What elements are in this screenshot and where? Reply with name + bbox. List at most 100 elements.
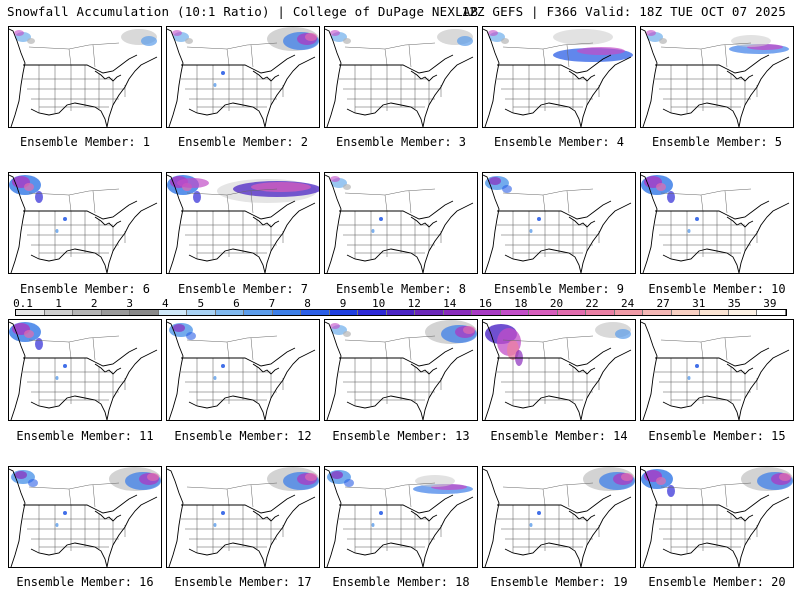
scale-tick-label: 18 — [514, 297, 528, 310]
map-panel-member-15 — [640, 319, 794, 421]
map-panel-member-19 — [482, 466, 636, 568]
map-panel-member-8 — [324, 172, 478, 274]
title-text: Snowfall Accumulation (10:1 Ratio) | Col… — [7, 4, 479, 19]
member-label-5: Ensemble Member: 5 — [651, 135, 783, 149]
scale-tick-label: 39 — [763, 297, 777, 310]
member-label-9: Ensemble Member: 9 — [493, 282, 625, 296]
map-panel-member-16 — [8, 466, 162, 568]
map-panel-member-6 — [8, 172, 162, 274]
scale-tick-label: 31 — [692, 297, 706, 310]
us-map — [167, 27, 319, 127]
us-map — [483, 174, 632, 273]
scale-tick-label: 16 — [478, 297, 492, 310]
scale-swatch — [244, 310, 273, 315]
scale-tick-label: 14 — [443, 297, 457, 310]
member-label-10: Ensemble Member: 10 — [648, 282, 786, 296]
scale-swatch — [158, 310, 188, 315]
scale-swatch — [700, 310, 729, 315]
scale-swatch — [415, 310, 444, 315]
member-label-2: Ensemble Member: 2 — [177, 135, 309, 149]
us-map — [641, 467, 793, 567]
scale-tick-label: 4 — [161, 297, 169, 310]
scale-swatch — [500, 310, 530, 315]
member-label-19: Ensemble Member: 19 — [490, 575, 628, 589]
scale-tick-label: 8 — [304, 297, 311, 310]
member-label-7: Ensemble Member: 7 — [177, 282, 309, 296]
scale-swatch — [130, 310, 159, 315]
map-panel-member-5 — [640, 26, 794, 128]
scale-swatch — [272, 310, 302, 315]
scale-swatch — [73, 310, 102, 315]
scale-swatch — [728, 310, 758, 315]
scale-tick-label: 12 — [407, 297, 421, 310]
us-map — [641, 174, 790, 273]
scale-swatch — [301, 310, 330, 315]
map-panel-member-2 — [166, 26, 320, 128]
member-label-15: Ensemble Member: 15 — [648, 429, 786, 443]
map-panel-member-9 — [482, 172, 636, 274]
scale-swatch — [443, 310, 473, 315]
scale-swatch — [529, 310, 558, 315]
scale-swatch — [44, 310, 74, 315]
scale-tick-label: 27 — [656, 297, 670, 310]
map-panel-member-13 — [324, 319, 478, 421]
us-map — [9, 28, 158, 127]
member-label-3: Ensemble Member: 3 — [335, 135, 467, 149]
map-panel-member-18 — [324, 466, 478, 568]
us-map — [483, 321, 632, 420]
map-panel-member-4 — [482, 26, 636, 128]
us-map — [483, 467, 635, 567]
member-label-17: Ensemble Member: 17 — [174, 575, 312, 589]
scale-tick-label: 10 — [372, 297, 386, 310]
us-map — [641, 321, 790, 420]
scale-swatch — [614, 310, 644, 315]
map-panel-member-14 — [482, 319, 636, 421]
map-panel-member-7 — [166, 172, 320, 274]
map-panel-member-10 — [640, 172, 794, 274]
scale-tick-label: 9 — [339, 297, 347, 310]
map-panel-member-20 — [640, 466, 794, 568]
run-info-text: 12Z GEFS | F366 Valid: 18Z TUE OCT 07 20… — [461, 4, 786, 19]
member-label-18: Ensemble Member: 18 — [332, 575, 470, 589]
scale-tick-label: 24 — [620, 297, 635, 310]
us-map — [167, 321, 316, 420]
us-map — [325, 174, 474, 273]
scale-bar — [15, 309, 787, 316]
scale-swatch — [472, 310, 501, 315]
scale-tick-label: 6 — [233, 297, 240, 310]
member-label-14: Ensemble Member: 14 — [490, 429, 628, 443]
member-label-12: Ensemble Member: 12 — [174, 429, 312, 443]
member-label-11: Ensemble Member: 11 — [16, 429, 154, 443]
scale-tick-label: 2 — [90, 297, 98, 310]
us-map — [9, 321, 158, 420]
us-map — [325, 468, 474, 567]
us-map — [167, 174, 319, 273]
scale-tick-label: 5 — [197, 297, 205, 310]
map-panel-member-11 — [8, 319, 162, 421]
member-label-13: Ensemble Member: 13 — [332, 429, 470, 443]
us-map — [641, 28, 790, 127]
us-map — [483, 28, 633, 127]
member-label-1: Ensemble Member: 1 — [19, 135, 151, 149]
scale-swatch — [671, 310, 701, 315]
us-map — [325, 320, 477, 420]
scale-swatch — [757, 310, 786, 315]
scale-swatch — [187, 310, 216, 315]
scale-swatch — [329, 310, 359, 315]
scale-tick-label: 20 — [549, 297, 564, 310]
member-label-16: Ensemble Member: 16 — [16, 575, 154, 589]
scale-tick-label: 0.1 — [13, 297, 33, 310]
us-map — [325, 28, 474, 127]
scale-swatch — [101, 310, 131, 315]
scale-swatch — [557, 310, 587, 315]
scale-tick-label: 22 — [585, 297, 599, 310]
map-panel-member-17 — [166, 466, 320, 568]
scale-swatch — [358, 310, 387, 315]
scale-tick-label: 3 — [126, 297, 133, 310]
member-label-4: Ensemble Member: 4 — [493, 135, 625, 149]
us-map — [9, 174, 158, 273]
member-label-8: Ensemble Member: 8 — [335, 282, 467, 296]
color-scale: 0.1 1 2 3 4 5 6 7 8 9 10 12 14 16 18 20 22 24 27 31 35 39 — [9, 297, 791, 317]
scale-swatch — [215, 310, 245, 315]
us-map — [167, 467, 319, 567]
